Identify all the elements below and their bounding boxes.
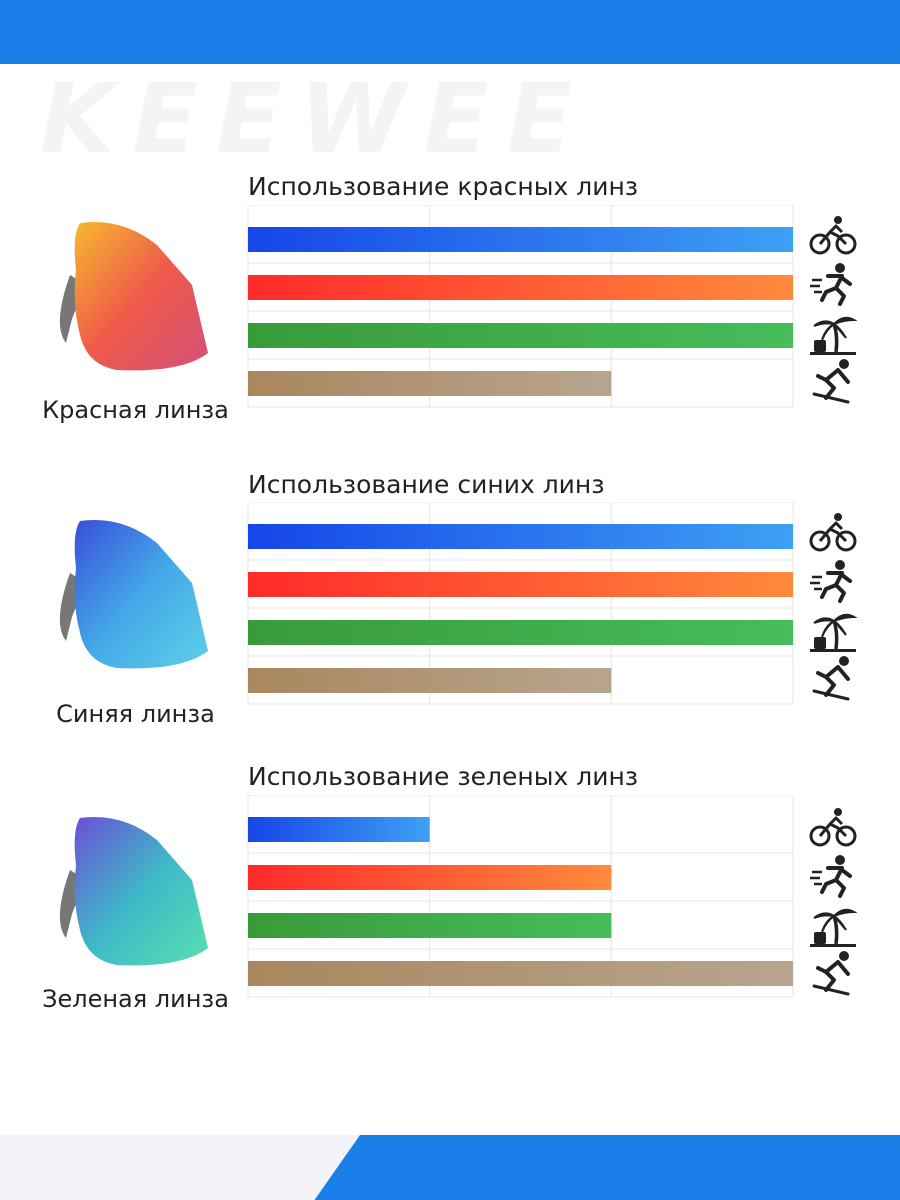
bar-cycling xyxy=(248,524,793,549)
running-icon xyxy=(808,854,858,898)
bar-beach xyxy=(248,913,612,938)
blue-lens-label: Синяя линза xyxy=(56,700,215,728)
cycling-icon xyxy=(808,806,858,850)
bar-skiing xyxy=(248,371,612,396)
cycling-icon xyxy=(808,214,858,258)
skiing-icon xyxy=(808,358,858,404)
skiing-icon xyxy=(808,655,858,701)
brand-watermark: KEEWEE xyxy=(40,64,591,174)
bar-beach xyxy=(248,323,793,348)
red-lens-chart-title: Использование красных линз xyxy=(248,172,639,201)
red-lens-image xyxy=(59,221,208,371)
green-lens-image xyxy=(59,816,208,966)
red-lens-chart xyxy=(247,205,794,408)
bar-running xyxy=(248,572,793,597)
running-icon xyxy=(808,559,858,603)
blue-lens-chart xyxy=(247,502,794,705)
bar-skiing xyxy=(248,668,612,693)
skiing-icon xyxy=(808,950,858,996)
bar-cycling xyxy=(248,227,793,252)
bottom-brand-band xyxy=(0,1135,900,1200)
blue-lens-image xyxy=(59,519,208,669)
bar-running xyxy=(248,865,612,890)
running-icon xyxy=(808,262,858,306)
bar-cycling xyxy=(248,817,430,842)
beach-icon xyxy=(808,607,858,652)
beach-icon xyxy=(808,310,858,355)
bar-skiing xyxy=(248,961,793,986)
green-lens-chart-title: Использование зеленых линз xyxy=(248,762,639,791)
green-lens-label: Зеленая линза xyxy=(42,985,229,1013)
bar-running xyxy=(248,275,793,300)
green-lens-chart xyxy=(247,795,794,998)
top-brand-band xyxy=(0,0,900,64)
beach-icon xyxy=(808,902,858,947)
blue-lens-chart-title: Использование синих линз xyxy=(248,470,605,499)
cycling-icon xyxy=(808,511,858,555)
red-lens-label: Красная линза xyxy=(42,396,229,424)
bar-beach xyxy=(248,620,793,645)
